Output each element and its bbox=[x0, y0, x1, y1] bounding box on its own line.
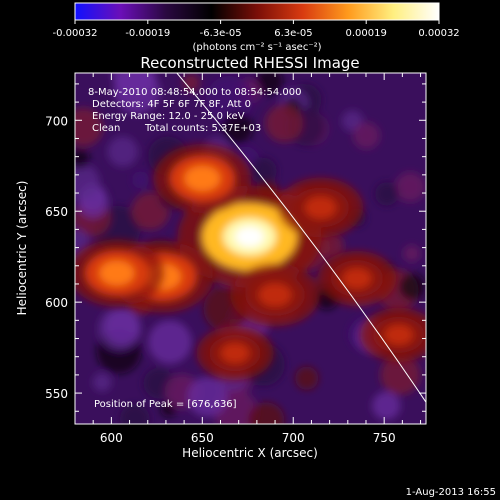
background-speckle bbox=[182, 73, 201, 92]
source-core bbox=[99, 260, 135, 286]
x-axis-label: Heliocentric X (arcsec) bbox=[182, 446, 318, 460]
background-speckle bbox=[256, 73, 283, 95]
y-tick-label: 550 bbox=[45, 387, 68, 401]
source-core bbox=[304, 196, 337, 219]
background-speckle bbox=[187, 376, 228, 417]
y-tick-label: 600 bbox=[45, 296, 68, 310]
background-speckle bbox=[119, 403, 150, 424]
background-speckle bbox=[399, 273, 426, 301]
colorbar-tick-label: 0.00019 bbox=[346, 28, 387, 39]
background-speckle bbox=[403, 245, 421, 263]
x-tick-label: 750 bbox=[373, 431, 396, 445]
source-core bbox=[258, 283, 292, 307]
footer-timestamp: 1-Aug-2013 16:55 bbox=[406, 487, 496, 498]
background-speckle bbox=[75, 163, 100, 200]
background-speckle bbox=[205, 75, 254, 124]
y-tick-label: 650 bbox=[45, 205, 68, 219]
background-speckle bbox=[92, 372, 112, 392]
source-peak bbox=[235, 226, 264, 247]
y-axis-label: Heliocentric Y (arcsec) bbox=[15, 181, 29, 316]
background-speckle bbox=[104, 309, 140, 345]
background-speckle bbox=[249, 157, 277, 185]
background-speckle bbox=[221, 112, 254, 144]
x-tick-label: 600 bbox=[100, 431, 123, 445]
colorbar-unit-label: (photons cm⁻² s⁻¹ asec⁻²) bbox=[192, 42, 321, 53]
annotation-counts: Total counts: 5.37E+03 bbox=[144, 123, 261, 134]
image-area bbox=[75, 73, 426, 424]
x-tick-labels: 600 650 700 750 bbox=[100, 431, 396, 445]
axis-ticks bbox=[74, 73, 426, 424]
background-speckle bbox=[112, 73, 156, 96]
background-speckle bbox=[352, 122, 380, 150]
background-speckle bbox=[372, 391, 401, 420]
colorbar-tick-label: -6.3e-05 bbox=[200, 28, 242, 39]
chart-title: Reconstructed RHESSI Image bbox=[140, 54, 359, 72]
annotation-method: Clean bbox=[92, 123, 120, 134]
background-speckle bbox=[75, 107, 103, 147]
annotation-energy: Energy Range: 12.0 - 25.0 keV bbox=[92, 111, 245, 122]
background-speckle bbox=[265, 104, 303, 143]
y-tick-labels: 550 600 650 700 bbox=[45, 114, 68, 401]
background-speckle bbox=[395, 172, 426, 203]
x-tick-label: 650 bbox=[191, 431, 214, 445]
plot-frame bbox=[74, 72, 427, 425]
colorbar-tick-label: 0.00032 bbox=[418, 28, 459, 39]
background-speckle bbox=[295, 366, 319, 390]
annotation-detectors: Detectors: 4F 5F 6F 7F 8F, Att 0 bbox=[92, 99, 251, 110]
annotation-time-range: 8-May-2010 08:48:54.000 to 08:54:54.000 bbox=[88, 87, 301, 98]
colorbar bbox=[74, 2, 440, 21]
colorbar-tick-labels: -0.00032 -0.00019 -6.3e-05 6.3e-05 0.00019 0.… bbox=[53, 28, 460, 39]
annotation-peak: Position of Peak = [676,636] bbox=[94, 399, 237, 410]
solar-limb-arc bbox=[176, 73, 426, 403]
y-tick-label: 700 bbox=[45, 114, 68, 128]
background-speckle bbox=[374, 181, 399, 206]
source-core bbox=[220, 343, 250, 363]
source-core bbox=[384, 324, 413, 345]
background-speckle bbox=[380, 355, 421, 395]
background-speckle bbox=[131, 171, 149, 189]
colorbar-tick-label: -0.00019 bbox=[125, 28, 170, 39]
colorbar-tick-label: 6.3e-05 bbox=[274, 28, 312, 39]
background-speckle bbox=[75, 149, 90, 170]
colorbar-ticks bbox=[74, 20, 440, 24]
background-speckle bbox=[107, 136, 138, 167]
source-core bbox=[342, 268, 372, 289]
background-speckle bbox=[248, 402, 285, 424]
source-core bbox=[184, 165, 221, 192]
background-speckle bbox=[148, 320, 192, 364]
background-speckle bbox=[320, 234, 344, 258]
colorbar-tick-label: -0.00032 bbox=[53, 28, 98, 39]
x-tick-label: 700 bbox=[282, 431, 305, 445]
